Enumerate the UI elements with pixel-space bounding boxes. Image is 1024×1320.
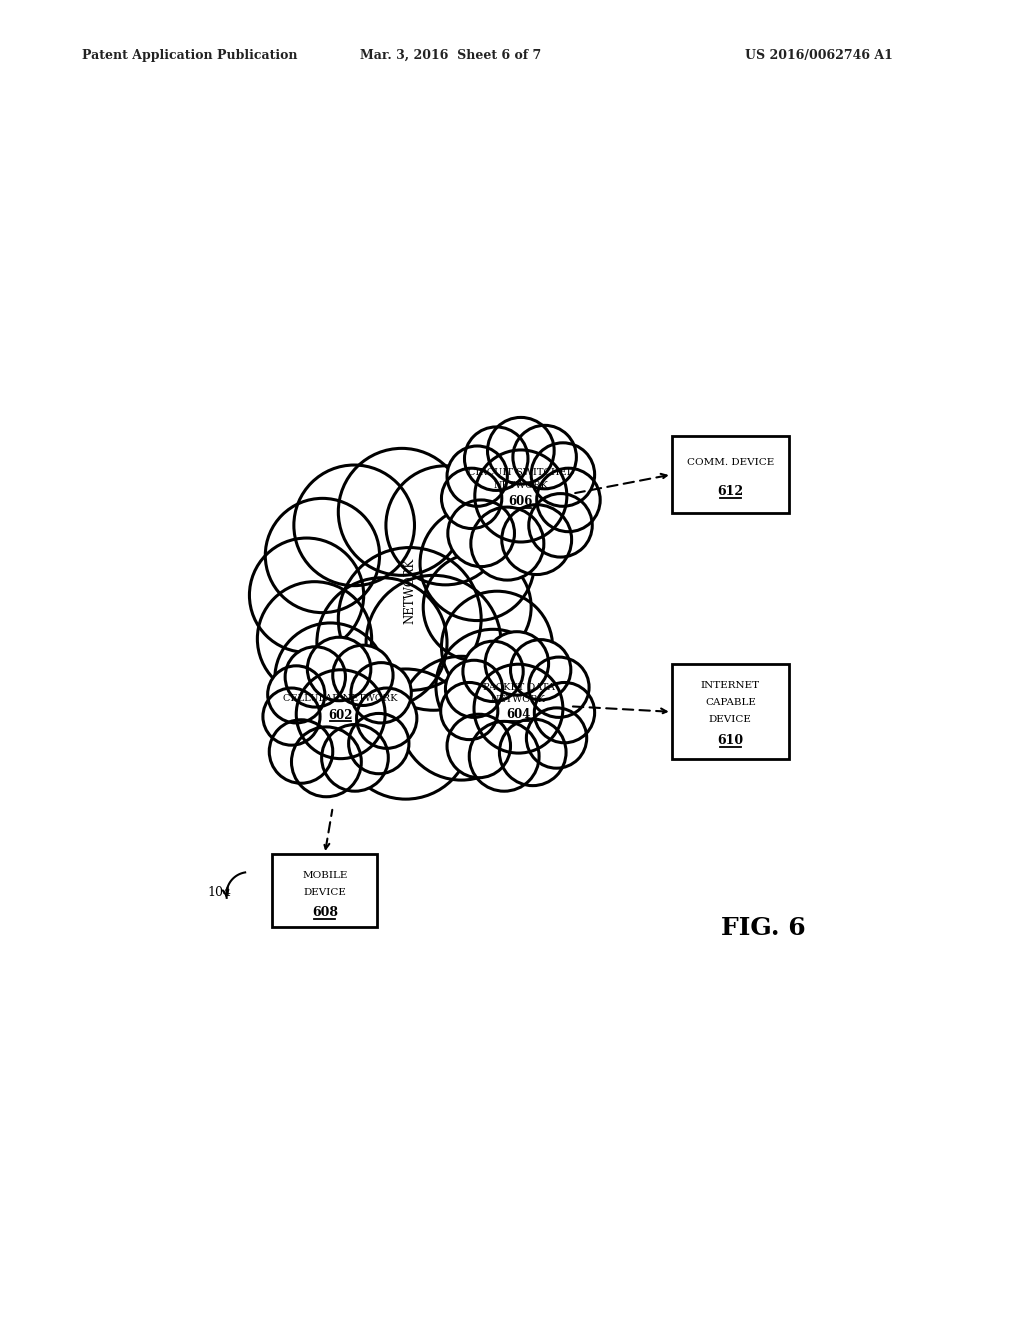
Circle shape: [351, 663, 412, 723]
Text: 612: 612: [717, 486, 743, 498]
Circle shape: [436, 630, 550, 743]
Circle shape: [263, 688, 321, 746]
Circle shape: [537, 469, 600, 532]
Circle shape: [322, 725, 388, 791]
Circle shape: [465, 426, 528, 491]
Circle shape: [502, 504, 571, 574]
Text: NETWORK: NETWORK: [494, 482, 548, 490]
Circle shape: [250, 539, 364, 652]
Text: CIRCUIT SWITCHED: CIRCUIT SWITCHED: [468, 467, 574, 477]
Circle shape: [469, 721, 539, 791]
Circle shape: [528, 494, 592, 557]
Circle shape: [267, 665, 325, 723]
Circle shape: [274, 623, 386, 734]
Circle shape: [474, 664, 563, 754]
Circle shape: [441, 469, 502, 528]
Text: MOBILE: MOBILE: [302, 871, 347, 880]
Circle shape: [356, 688, 417, 748]
Text: Mar. 3, 2016  Sheet 6 of 7: Mar. 3, 2016 Sheet 6 of 7: [359, 49, 542, 62]
Circle shape: [291, 655, 410, 774]
Circle shape: [296, 669, 385, 759]
Text: NETWORK: NETWORK: [492, 696, 546, 705]
Circle shape: [531, 442, 595, 507]
Circle shape: [441, 591, 553, 702]
Circle shape: [445, 660, 503, 717]
Circle shape: [475, 450, 567, 543]
Circle shape: [348, 713, 409, 774]
Circle shape: [265, 499, 380, 612]
Circle shape: [341, 669, 471, 799]
Circle shape: [447, 446, 507, 507]
Bar: [672, 436, 790, 513]
Text: FIG. 6: FIG. 6: [721, 916, 805, 940]
Text: 610: 610: [717, 734, 743, 747]
Circle shape: [471, 507, 544, 579]
Circle shape: [257, 582, 372, 696]
Circle shape: [367, 576, 501, 710]
Circle shape: [269, 719, 333, 783]
Text: COMM. DEVICE: COMM. DEVICE: [687, 458, 774, 467]
Circle shape: [285, 647, 345, 708]
Circle shape: [535, 682, 595, 743]
Circle shape: [294, 465, 415, 586]
Circle shape: [447, 500, 514, 566]
Bar: [272, 854, 377, 927]
Circle shape: [399, 656, 523, 780]
Circle shape: [485, 632, 549, 696]
Circle shape: [526, 708, 587, 768]
Circle shape: [463, 642, 523, 701]
Text: CAPABLE: CAPABLE: [705, 698, 756, 706]
Bar: [672, 664, 790, 759]
Circle shape: [292, 727, 361, 797]
Text: 104: 104: [207, 886, 231, 899]
Circle shape: [386, 466, 505, 585]
Text: 602: 602: [329, 709, 353, 722]
Circle shape: [487, 417, 554, 484]
Circle shape: [513, 425, 577, 488]
Text: 604: 604: [506, 708, 530, 721]
Circle shape: [440, 682, 498, 739]
Text: PACKET DATA: PACKET DATA: [482, 682, 554, 692]
Text: CELLULAR NETWORK: CELLULAR NETWORK: [284, 694, 398, 702]
Circle shape: [528, 657, 589, 717]
Text: 606: 606: [509, 495, 534, 508]
Text: INTERNET: INTERNET: [700, 681, 760, 689]
Text: DEVICE: DEVICE: [709, 715, 752, 723]
Circle shape: [420, 507, 535, 620]
Circle shape: [500, 719, 566, 785]
Circle shape: [447, 714, 511, 777]
Circle shape: [333, 645, 393, 705]
Circle shape: [423, 553, 531, 661]
Circle shape: [338, 548, 481, 690]
Text: Patent Application Publication: Patent Application Publication: [82, 49, 297, 62]
Text: US 2016/0062746 A1: US 2016/0062746 A1: [745, 49, 893, 62]
Text: NETWORK: NETWORK: [403, 558, 416, 624]
Circle shape: [307, 638, 371, 701]
Text: 608: 608: [312, 906, 338, 919]
Text: DEVICE: DEVICE: [303, 888, 346, 898]
Circle shape: [316, 578, 447, 708]
Circle shape: [338, 449, 465, 576]
Circle shape: [511, 640, 570, 700]
